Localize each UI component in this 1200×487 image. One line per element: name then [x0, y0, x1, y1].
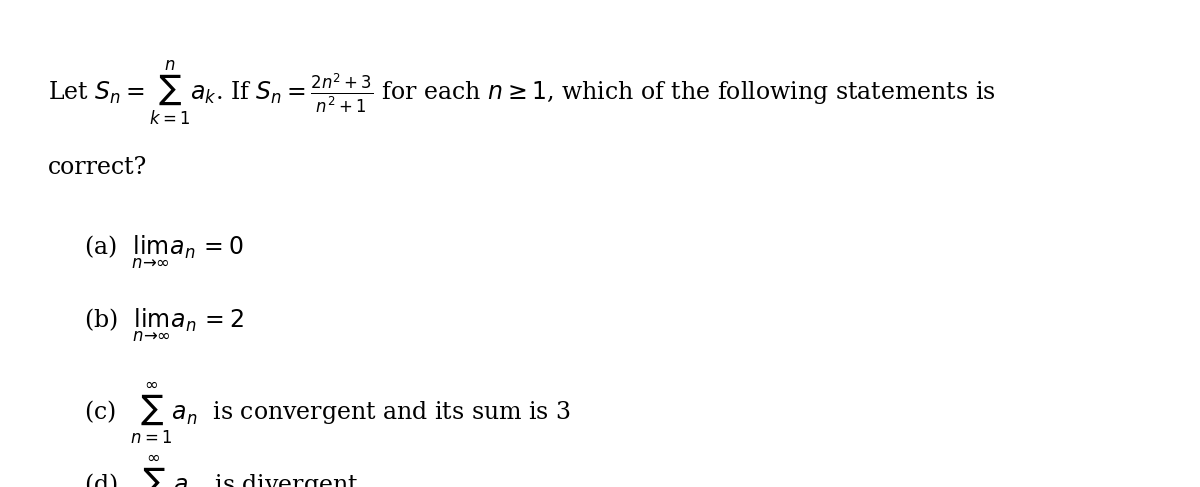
Text: (b)  $\lim_{n \to \infty} a_n = 2$: (b) $\lim_{n \to \infty} a_n = 2$ [84, 307, 244, 344]
Text: correct?: correct? [48, 156, 148, 179]
Text: (d)  $\sum_{n=1}^{\infty} a_n$  is divergent.: (d) $\sum_{n=1}^{\infty} a_n$ is diverge… [84, 453, 365, 487]
Text: (c)  $\sum_{n=1}^{\infty} a_n$  is convergent and its sum is 3: (c) $\sum_{n=1}^{\infty} a_n$ is converg… [84, 380, 571, 446]
Text: (a)  $\lim_{n \to \infty} a_n = 0$: (a) $\lim_{n \to \infty} a_n = 0$ [84, 234, 244, 271]
Text: Let $S_n = \sum_{k=1}^{n} a_k$. If $S_n = \frac{2n^2+3}{n^2+1}$ for each $n \geq: Let $S_n = \sum_{k=1}^{n} a_k$. If $S_n … [48, 58, 996, 127]
